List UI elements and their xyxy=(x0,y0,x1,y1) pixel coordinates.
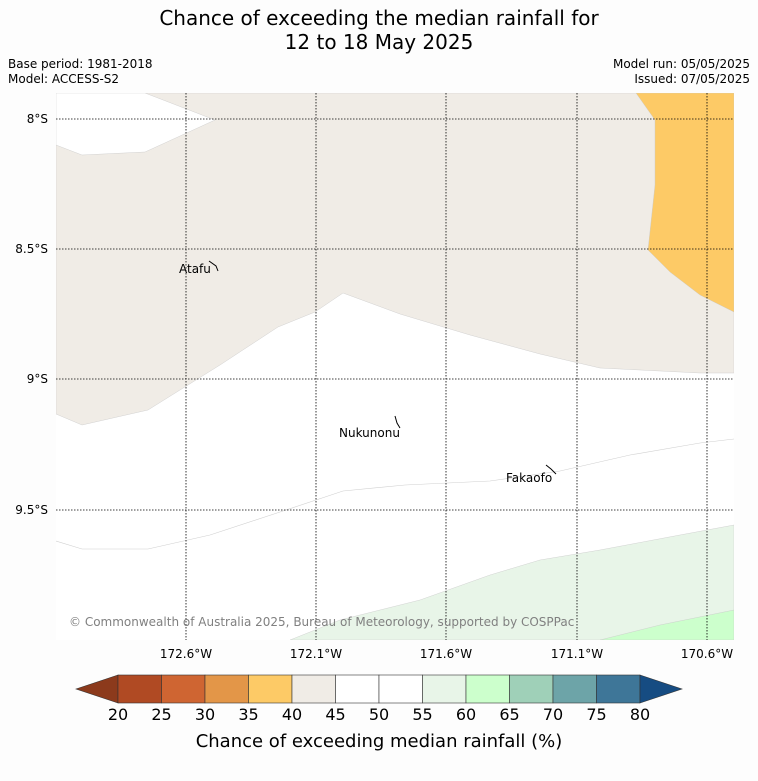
colorbar-tick-label: 80 xyxy=(630,705,650,724)
meta-right: Model run: 05/05/2025 Issued: 07/05/2025 xyxy=(613,57,750,87)
base-period: Base period: 1981-2018 xyxy=(8,57,153,71)
lon-label-5: 170.6°W xyxy=(681,647,733,661)
region-55-60 xyxy=(289,524,734,640)
place-label-nukunonu: Nukunonu xyxy=(339,426,400,440)
issued-date: Issued: 07/05/2025 xyxy=(634,72,750,86)
colorbar-cell-75-80 xyxy=(596,674,641,704)
colorbar-tick-label: 25 xyxy=(151,705,171,724)
model-run: Model run: 05/05/2025 xyxy=(612,57,750,71)
colorbar-cell-40-45 xyxy=(291,674,336,704)
lon-label-3: 171.6°W xyxy=(420,647,472,661)
colorbar-cell-20-25 xyxy=(117,674,162,704)
colorbar xyxy=(75,674,683,704)
place-label-fakaofo: Fakaofo xyxy=(506,471,552,485)
colorbar-tick-label: 70 xyxy=(543,705,563,724)
title-line-1: Chance of exceeding the median rainfall … xyxy=(159,6,599,30)
copyright-notice: © Commonwealth of Australia 2025, Bureau… xyxy=(69,615,574,629)
colorbar-cell-30-35 xyxy=(204,674,249,704)
lat-label-1: 8°S xyxy=(27,112,48,126)
chart-title: Chance of exceeding the median rainfall … xyxy=(0,6,758,54)
colorbar-cell-55-60 xyxy=(422,674,467,704)
lat-label-3: 9°S xyxy=(27,372,48,386)
colorbar-extend-high xyxy=(639,674,683,704)
island-nukunonu xyxy=(394,415,401,429)
colorbar-cell-70-75 xyxy=(552,674,597,704)
region-35-40 xyxy=(635,93,734,313)
colorbar-extend-low xyxy=(75,674,119,704)
model-name: Model: ACCESS-S2 xyxy=(8,72,120,86)
colorbar-ticks: 20 25 30 35 40 45 50 55 60 65 70 75 80 xyxy=(108,705,650,724)
colorbar-cell-25-30 xyxy=(161,674,206,704)
meta-left: Base period: 1981-2018 Model: ACCESS-S2 xyxy=(8,57,153,87)
colorbar-tick-label: 50 xyxy=(369,705,389,724)
colorbar-tick-label: 35 xyxy=(238,705,258,724)
map-area: Atafu Nukunonu Fakaofo © Commonwealth of… xyxy=(56,93,734,640)
colorbar-tick-label: 55 xyxy=(412,705,432,724)
colorbar-tick-label: 30 xyxy=(195,705,215,724)
lon-label-4: 171.1°W xyxy=(551,647,603,661)
colorbar-cell-60-65 xyxy=(465,674,510,704)
colorbar-cell-65-70 xyxy=(509,674,554,704)
colorbar-cell-35-40 xyxy=(248,674,293,704)
colorbar-tick-label: 40 xyxy=(282,705,302,724)
lat-label-2: 8.5°S xyxy=(15,242,48,256)
colorbar-tick-label: 60 xyxy=(456,705,476,724)
contour-line xyxy=(56,438,734,550)
colorbar-tick-label: 45 xyxy=(325,705,345,724)
island-atafu xyxy=(208,260,219,272)
lon-label-1: 172.6°W xyxy=(160,647,212,661)
colorbar-tick-label: 20 xyxy=(108,705,128,724)
graticule xyxy=(56,93,734,640)
island-fakaofo xyxy=(545,464,557,475)
lon-label-2: 172.1°W xyxy=(290,647,342,661)
colorbar-cell-45-50 xyxy=(335,674,380,704)
colorbar-title: Chance of exceeding median rainfall (%) xyxy=(196,731,563,752)
place-label-atafu: Atafu xyxy=(179,262,211,276)
colorbar-tick-label: 75 xyxy=(586,705,606,724)
lat-label-4: 9.5°S xyxy=(15,503,48,517)
region-40-45 xyxy=(56,93,734,426)
title-line-2: 12 to 18 May 2025 xyxy=(284,30,474,54)
region-white-hole xyxy=(56,93,216,156)
colorbar-cell-50-55 xyxy=(378,674,423,704)
region-60-65 xyxy=(599,609,734,640)
colorbar-tick-label: 65 xyxy=(499,705,519,724)
